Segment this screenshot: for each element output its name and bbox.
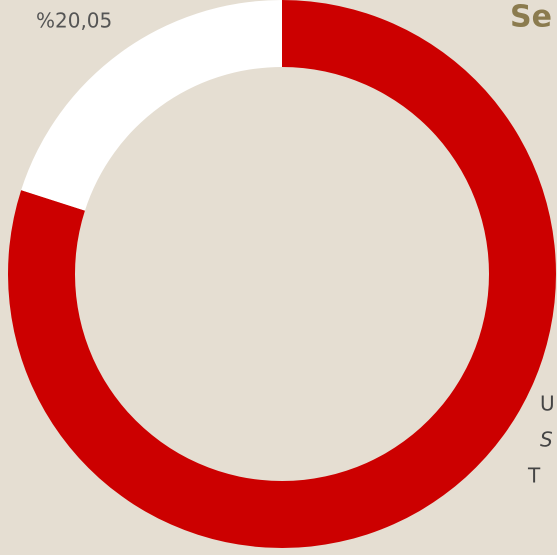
chart-title: Se (510, 0, 552, 35)
value-label: %20,05 (36, 9, 112, 33)
annotation: U (540, 392, 555, 416)
annotation: S (540, 428, 553, 452)
slice (21, 0, 282, 211)
annotation: T (527, 464, 541, 488)
